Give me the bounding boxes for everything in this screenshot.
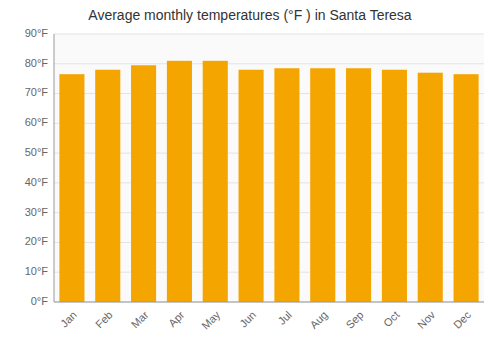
y-tick-label: 60°F — [25, 116, 49, 128]
bar — [382, 70, 407, 302]
grid-line — [54, 63, 484, 64]
x-tick-label: Dec — [451, 308, 474, 331]
x-tick-label: Sep — [343, 309, 365, 331]
bar — [167, 61, 192, 302]
y-tick-label: 80°F — [25, 57, 49, 69]
y-tick-label: 70°F — [25, 86, 49, 98]
grid-line — [54, 302, 484, 303]
bar — [454, 74, 479, 302]
x-tick-label: Jul — [276, 309, 294, 327]
x-axis-line — [54, 302, 484, 303]
x-tick-label: Jun — [237, 309, 258, 330]
x-tick-label: Mar — [129, 308, 151, 330]
x-tick-label: Jan — [58, 309, 79, 330]
bar — [346, 68, 371, 302]
y-tick-label: 30°F — [25, 206, 49, 218]
y-axis: 0°F 10°F 20°F 30°F 40°F 50°F 60°F 70°F 80°F 90°F — [25, 27, 484, 307]
plot-background — [54, 34, 484, 302]
bar — [418, 73, 443, 302]
bar — [95, 70, 120, 302]
x-tick-label: Aug — [307, 309, 329, 331]
bar — [310, 68, 335, 302]
y-tick-label: 20°F — [25, 235, 49, 247]
bar — [131, 65, 156, 302]
bar — [203, 61, 228, 302]
y-tick-label: 40°F — [25, 176, 49, 188]
x-tick-label: May — [199, 308, 223, 332]
bars — [59, 61, 478, 302]
y-tick-label: 10°F — [25, 265, 49, 277]
y-axis-line — [54, 34, 55, 302]
x-axis: Jan Feb Mar Apr May Jun Jul Aug Sep Oct Nov Dec — [58, 308, 474, 332]
bar — [239, 70, 264, 302]
x-tick-label: Oct — [381, 309, 402, 330]
x-tick-label: Nov — [415, 308, 438, 331]
x-tick-label: Feb — [93, 309, 115, 331]
chart-container: 0°F 10°F 20°F 30°F 40°F 50°F 60°F 70°F 80°F 90°F J… — [0, 0, 500, 350]
y-tick-label: 90°F — [25, 27, 49, 39]
chart-svg: 0°F 10°F 20°F 30°F 40°F 50°F 60°F 70°F 80°F 90°F J… — [0, 0, 500, 350]
chart-title: Average monthly temperatures (°F ) in Sa… — [88, 7, 412, 23]
bar — [274, 68, 299, 302]
y-tick-label: 0°F — [31, 295, 49, 307]
y-tick-label: 50°F — [25, 146, 49, 158]
bar — [59, 74, 84, 302]
grid-line — [54, 34, 484, 35]
x-tick-label: Apr — [166, 308, 187, 329]
